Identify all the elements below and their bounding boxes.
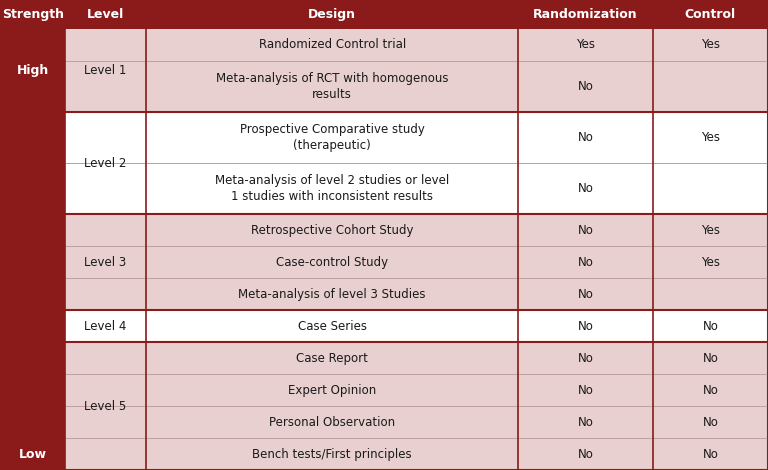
- Text: No: No: [578, 447, 594, 461]
- Text: No: No: [578, 131, 594, 144]
- Text: No: No: [578, 352, 594, 365]
- Text: Randomization: Randomization: [533, 8, 638, 21]
- Text: Expert Opinion: Expert Opinion: [288, 384, 376, 397]
- Bar: [518, 214, 653, 310]
- Bar: [518, 342, 653, 470]
- Bar: [653, 310, 768, 342]
- Text: Meta-analysis of RCT with homogenous
results: Meta-analysis of RCT with homogenous res…: [216, 71, 449, 101]
- Bar: [653, 342, 768, 470]
- Text: Yes: Yes: [701, 256, 720, 269]
- Bar: [146, 310, 518, 342]
- Bar: [65, 310, 146, 342]
- Bar: [518, 29, 653, 112]
- Text: No: No: [703, 352, 718, 365]
- Bar: [653, 29, 768, 112]
- Text: Randomized Control trial: Randomized Control trial: [259, 38, 406, 51]
- Bar: [65, 342, 146, 470]
- Text: Level 1: Level 1: [84, 64, 127, 77]
- Text: No: No: [578, 80, 594, 93]
- Bar: [146, 29, 518, 112]
- Bar: [653, 0, 768, 29]
- Text: Level 4: Level 4: [84, 320, 127, 333]
- Bar: [65, 112, 146, 214]
- Text: Case-control Study: Case-control Study: [276, 256, 388, 269]
- Bar: [0, 0, 65, 29]
- Bar: [518, 310, 653, 342]
- Text: Level 3: Level 3: [84, 256, 127, 269]
- Text: Personal Observation: Personal Observation: [269, 415, 396, 429]
- Text: Meta-analysis of level 2 studies or level
1 studies with inconsistent results: Meta-analysis of level 2 studies or leve…: [215, 174, 449, 204]
- Bar: [653, 214, 768, 310]
- Bar: [65, 214, 146, 310]
- Text: Low: Low: [18, 447, 47, 461]
- Text: No: No: [578, 384, 594, 397]
- Text: No: No: [578, 256, 594, 269]
- Text: Level 5: Level 5: [84, 400, 127, 413]
- Text: No: No: [703, 384, 718, 397]
- Text: No: No: [578, 415, 594, 429]
- Bar: [0, 29, 65, 470]
- Bar: [146, 214, 518, 310]
- Text: Meta-analysis of level 3 Studies: Meta-analysis of level 3 Studies: [238, 288, 426, 301]
- Text: Case Report: Case Report: [296, 352, 368, 365]
- Text: Yes: Yes: [701, 131, 720, 144]
- Text: Yes: Yes: [701, 38, 720, 51]
- Text: Control: Control: [685, 8, 736, 21]
- Text: Bench tests/First principles: Bench tests/First principles: [253, 447, 412, 461]
- Text: No: No: [703, 320, 718, 333]
- Bar: [518, 112, 653, 214]
- Bar: [653, 112, 768, 214]
- Text: No: No: [703, 447, 718, 461]
- Text: Design: Design: [308, 8, 356, 21]
- Text: No: No: [703, 415, 718, 429]
- Text: Yes: Yes: [701, 224, 720, 237]
- Text: No: No: [578, 182, 594, 195]
- Bar: [518, 0, 653, 29]
- Text: No: No: [578, 320, 594, 333]
- Text: Yes: Yes: [576, 38, 595, 51]
- Text: Prospective Comparative study
(therapeutic): Prospective Comparative study (therapeut…: [240, 123, 425, 152]
- Bar: [146, 0, 518, 29]
- Text: Level 2: Level 2: [84, 157, 127, 170]
- Bar: [65, 0, 146, 29]
- Text: Level: Level: [87, 8, 124, 21]
- Text: Case Series: Case Series: [298, 320, 366, 333]
- Text: High: High: [17, 64, 48, 77]
- Text: No: No: [578, 224, 594, 237]
- Text: Retrospective Cohort Study: Retrospective Cohort Study: [251, 224, 413, 237]
- Text: Strength: Strength: [2, 8, 64, 21]
- Bar: [146, 342, 518, 470]
- Bar: [146, 112, 518, 214]
- Bar: [65, 29, 146, 112]
- Text: No: No: [578, 288, 594, 301]
